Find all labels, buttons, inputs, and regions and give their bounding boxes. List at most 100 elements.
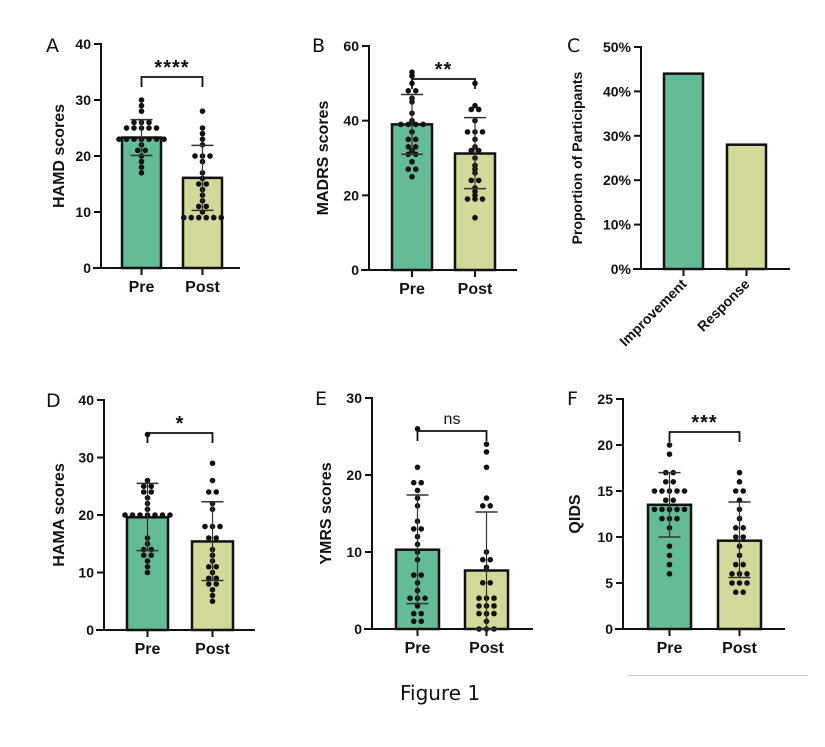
data-point [491, 595, 497, 601]
data-point [138, 164, 145, 170]
y-tick-label: 30 [346, 390, 362, 406]
data-point [410, 618, 417, 625]
significance-label: ns [444, 411, 461, 428]
data-point [476, 610, 482, 617]
data-point [732, 488, 739, 494]
data-point [180, 214, 187, 221]
significance-label: **** [154, 57, 189, 79]
data-point [405, 144, 412, 150]
data-point [418, 526, 425, 532]
data-point [487, 556, 494, 563]
data-point [412, 166, 419, 172]
data-point [140, 483, 147, 490]
x-tick-label: Post [458, 281, 493, 298]
data-point [209, 477, 216, 484]
bar-improvement [662, 72, 705, 271]
data-point [144, 569, 151, 576]
data-point [116, 136, 122, 142]
data-point [479, 503, 486, 509]
data-point [138, 97, 145, 103]
panel-letter: C [567, 35, 580, 57]
data-point [483, 495, 490, 501]
data-point [491, 603, 497, 609]
data-point [412, 144, 419, 150]
data-point [464, 129, 471, 135]
y-tick-label: 40 [78, 392, 94, 408]
data-point [468, 177, 475, 184]
x-tick-label: Response [694, 276, 753, 335]
data-point [218, 214, 225, 221]
data-point [651, 488, 658, 494]
y-tick-label: 5 [605, 575, 613, 591]
x-tick-label: Post [195, 641, 230, 658]
data-point [167, 512, 173, 518]
data-point [144, 558, 151, 564]
y-tick-label: 20% [603, 172, 632, 188]
data-point [123, 136, 130, 142]
data-point [405, 166, 412, 172]
bar-pre [394, 548, 441, 631]
y-tick-label: 60 [343, 38, 359, 54]
data-point [148, 483, 155, 490]
data-point [410, 610, 417, 617]
data-point [138, 108, 145, 114]
panel-letter: B [312, 35, 325, 57]
y-tick-label: 20 [78, 507, 94, 523]
data-point [213, 563, 220, 570]
y-tick-label: 0 [86, 622, 94, 638]
data-point [740, 589, 747, 595]
data-point [732, 525, 739, 531]
significance-bracket [668, 431, 741, 442]
data-point [409, 158, 415, 165]
bar-response [725, 143, 768, 271]
x-tick-label: Pre [657, 640, 683, 657]
data-point [476, 603, 482, 609]
y-tick-label: 20 [346, 467, 362, 483]
data-point [412, 121, 419, 128]
significance-bracket [416, 430, 488, 441]
data-point [199, 108, 206, 114]
significance-bracket [140, 76, 204, 87]
data-point [205, 535, 212, 541]
y-tick-label: 40 [343, 113, 359, 129]
data-point [670, 479, 677, 485]
data-point [146, 136, 152, 142]
data-point [732, 534, 739, 540]
data-point [144, 477, 151, 484]
data-point [131, 125, 137, 131]
panel-c: C 0% 10% 20% 30% 40% 50% Proportion of Particip… [567, 35, 790, 349]
data-point [203, 203, 210, 210]
data-point [146, 125, 152, 131]
data-point [674, 488, 680, 494]
data-point [666, 561, 673, 568]
data-point [161, 136, 167, 142]
y-tick-label: 20 [75, 148, 91, 164]
data-point [207, 153, 213, 159]
y-tick-label: 30 [78, 450, 94, 466]
data-point [674, 515, 680, 522]
data-point [405, 88, 412, 94]
significance-label: * [176, 413, 185, 435]
data-point [418, 610, 425, 617]
y-tick-label: 25 [597, 391, 613, 407]
data-point [409, 173, 415, 180]
data-point [195, 214, 202, 221]
data-point [217, 523, 223, 530]
data-point [674, 506, 680, 513]
x-tick-label: Pre [399, 281, 425, 298]
data-point [199, 130, 206, 137]
data-point [651, 506, 658, 513]
data-point [659, 488, 665, 494]
data-point [213, 489, 220, 495]
data-point [414, 603, 421, 609]
data-point [202, 523, 208, 530]
y-tick-label: 30% [603, 128, 632, 144]
data-point [137, 512, 143, 518]
data-point [203, 181, 210, 187]
data-point [129, 512, 136, 518]
x-tick-label: Post [722, 640, 757, 657]
data-point [744, 580, 750, 586]
data-point [418, 572, 425, 578]
data-point [666, 552, 673, 559]
